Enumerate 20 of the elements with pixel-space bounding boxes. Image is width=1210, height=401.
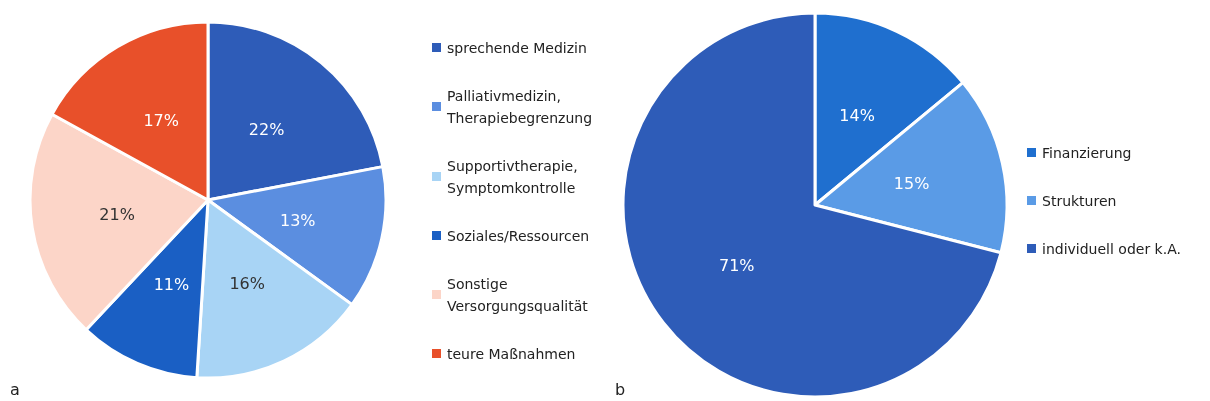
data-label: 15%	[893, 173, 930, 193]
legend-label: Soziales/Ressourcen	[447, 227, 590, 244]
data-label: 17%	[143, 111, 179, 131]
text: a	[10, 379, 20, 399]
data-label: 21%	[99, 204, 135, 224]
legend-label: Supportivtherapie, Symptomkontrolle	[447, 157, 583, 196]
legend-label: Finanzierung	[1042, 144, 1132, 161]
data-label: 13%	[280, 210, 316, 230]
data-label: 22%	[248, 119, 285, 139]
legend-label: Palliativmedizin, Therapiebegrenzung	[446, 87, 593, 126]
text: b	[615, 379, 626, 399]
legend-label: sprechende Medizin	[447, 39, 587, 56]
legend-label: Strukturen	[1042, 192, 1117, 209]
data-label: 14%	[839, 105, 875, 125]
legend-label: Sonstige Versorgungsqualität	[447, 275, 589, 314]
data-label: 16%	[229, 273, 265, 293]
data-label: 11%	[153, 274, 190, 294]
data-label: 71%	[718, 256, 755, 276]
legend-label: teure Maßnahmen	[447, 345, 576, 362]
legend-label: individuell oder k.A.	[1042, 240, 1181, 257]
